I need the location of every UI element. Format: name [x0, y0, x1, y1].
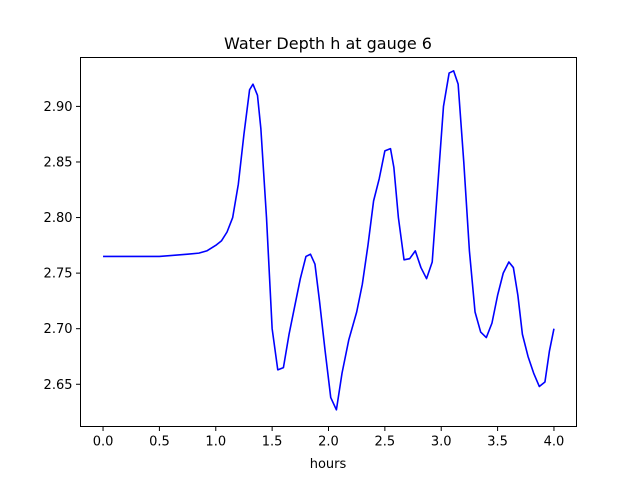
x-tick-label: 1.0	[205, 435, 226, 450]
plot-frame	[80, 57, 577, 427]
x-tick-label: 3.5	[487, 435, 508, 450]
y-tick-label: 2.80	[44, 211, 73, 226]
x-tick-label: 1.5	[262, 435, 283, 450]
x-axis: 0.0 0.5 1.0 1.5 2.0 2.5 3.0 3.5 4.0	[93, 426, 565, 450]
y-tick-label: 2.65	[44, 378, 73, 393]
y-tick-label: 2.85	[44, 155, 73, 170]
x-tick-label: 2.5	[375, 435, 396, 450]
plot-area	[103, 70, 555, 411]
y-tick-label: 2.70	[44, 322, 73, 337]
chart-title: Water Depth h at gauge 6	[224, 34, 432, 53]
x-tick-label: 2.0	[318, 435, 339, 450]
series-line-0	[103, 70, 555, 411]
x-axis-label: hours	[310, 457, 347, 472]
x-tick-label: 4.0	[544, 435, 565, 450]
y-tick-label: 2.90	[44, 100, 73, 115]
x-tick-label: 3.0	[431, 435, 452, 450]
x-tick-label: 0.5	[149, 435, 170, 450]
x-tick-label: 0.0	[93, 435, 114, 450]
y-axis: 2.65 2.70 2.75 2.80 2.85 2.90	[44, 100, 81, 393]
y-tick-label: 2.75	[44, 267, 73, 282]
